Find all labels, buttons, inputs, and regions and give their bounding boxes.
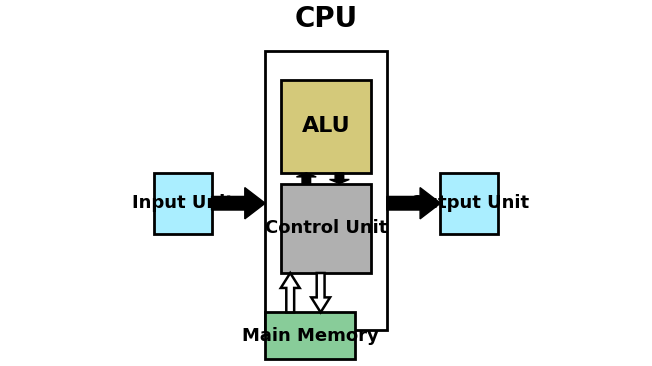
- FancyArrow shape: [329, 173, 349, 184]
- Bar: [281, 184, 371, 273]
- FancyArrow shape: [311, 273, 330, 312]
- Text: Control Unit: Control Unit: [265, 219, 387, 237]
- Bar: [265, 51, 387, 330]
- FancyArrow shape: [387, 188, 441, 219]
- FancyArrow shape: [211, 188, 265, 219]
- Text: Main Memory: Main Memory: [241, 326, 378, 345]
- Text: Output Unit: Output Unit: [409, 194, 529, 212]
- Text: ALU: ALU: [302, 116, 350, 136]
- Bar: [265, 312, 355, 359]
- Bar: [155, 173, 211, 234]
- Bar: [441, 173, 497, 234]
- FancyArrow shape: [281, 273, 300, 312]
- Text: CPU: CPU: [295, 5, 357, 33]
- FancyArrow shape: [297, 173, 316, 184]
- Text: Input Unit: Input Unit: [132, 194, 234, 212]
- Bar: [281, 80, 371, 173]
